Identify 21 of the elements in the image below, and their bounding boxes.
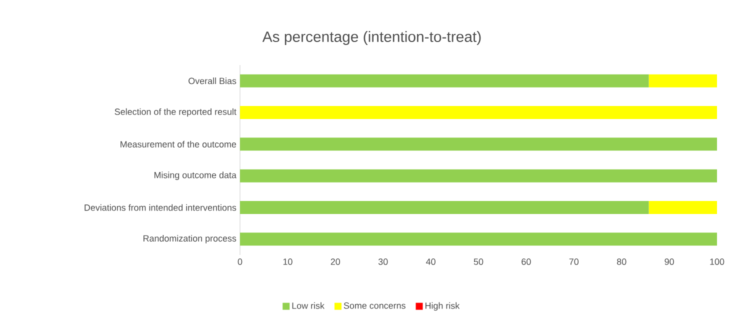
y-tick-label: Selection of the reported result xyxy=(114,108,236,117)
y-tick-label: Mising outcome data xyxy=(154,172,236,180)
chart-title: As percentage (intention-to-treat) xyxy=(262,31,481,45)
x-tick-label: 0 xyxy=(238,258,242,265)
x-tick-label: 10 xyxy=(283,258,292,265)
x-tick-label: 70 xyxy=(569,258,579,265)
legend-label: Some concerns xyxy=(344,302,406,309)
x-tick-label: 60 xyxy=(522,258,531,265)
x-tick-label: 100 xyxy=(710,258,724,265)
y-tick-label: Randomization process xyxy=(144,234,236,244)
x-tick-label: 80 xyxy=(617,258,626,265)
legend-label: Low risk xyxy=(292,302,324,309)
x-tick-label: 30 xyxy=(378,258,388,265)
x-tick-label: 90 xyxy=(664,258,674,265)
x-tick-label: 20 xyxy=(330,258,340,265)
x-tick-label: 50 xyxy=(474,258,484,265)
x-tick-label: 40 xyxy=(426,258,436,265)
y-tick-label: Measurement of the outcome xyxy=(120,140,236,148)
y-tick-label: Overall Bias xyxy=(188,78,236,84)
y-tick-label: Deviations from intended interventions xyxy=(84,204,236,211)
legend-label: High risk xyxy=(426,302,460,311)
